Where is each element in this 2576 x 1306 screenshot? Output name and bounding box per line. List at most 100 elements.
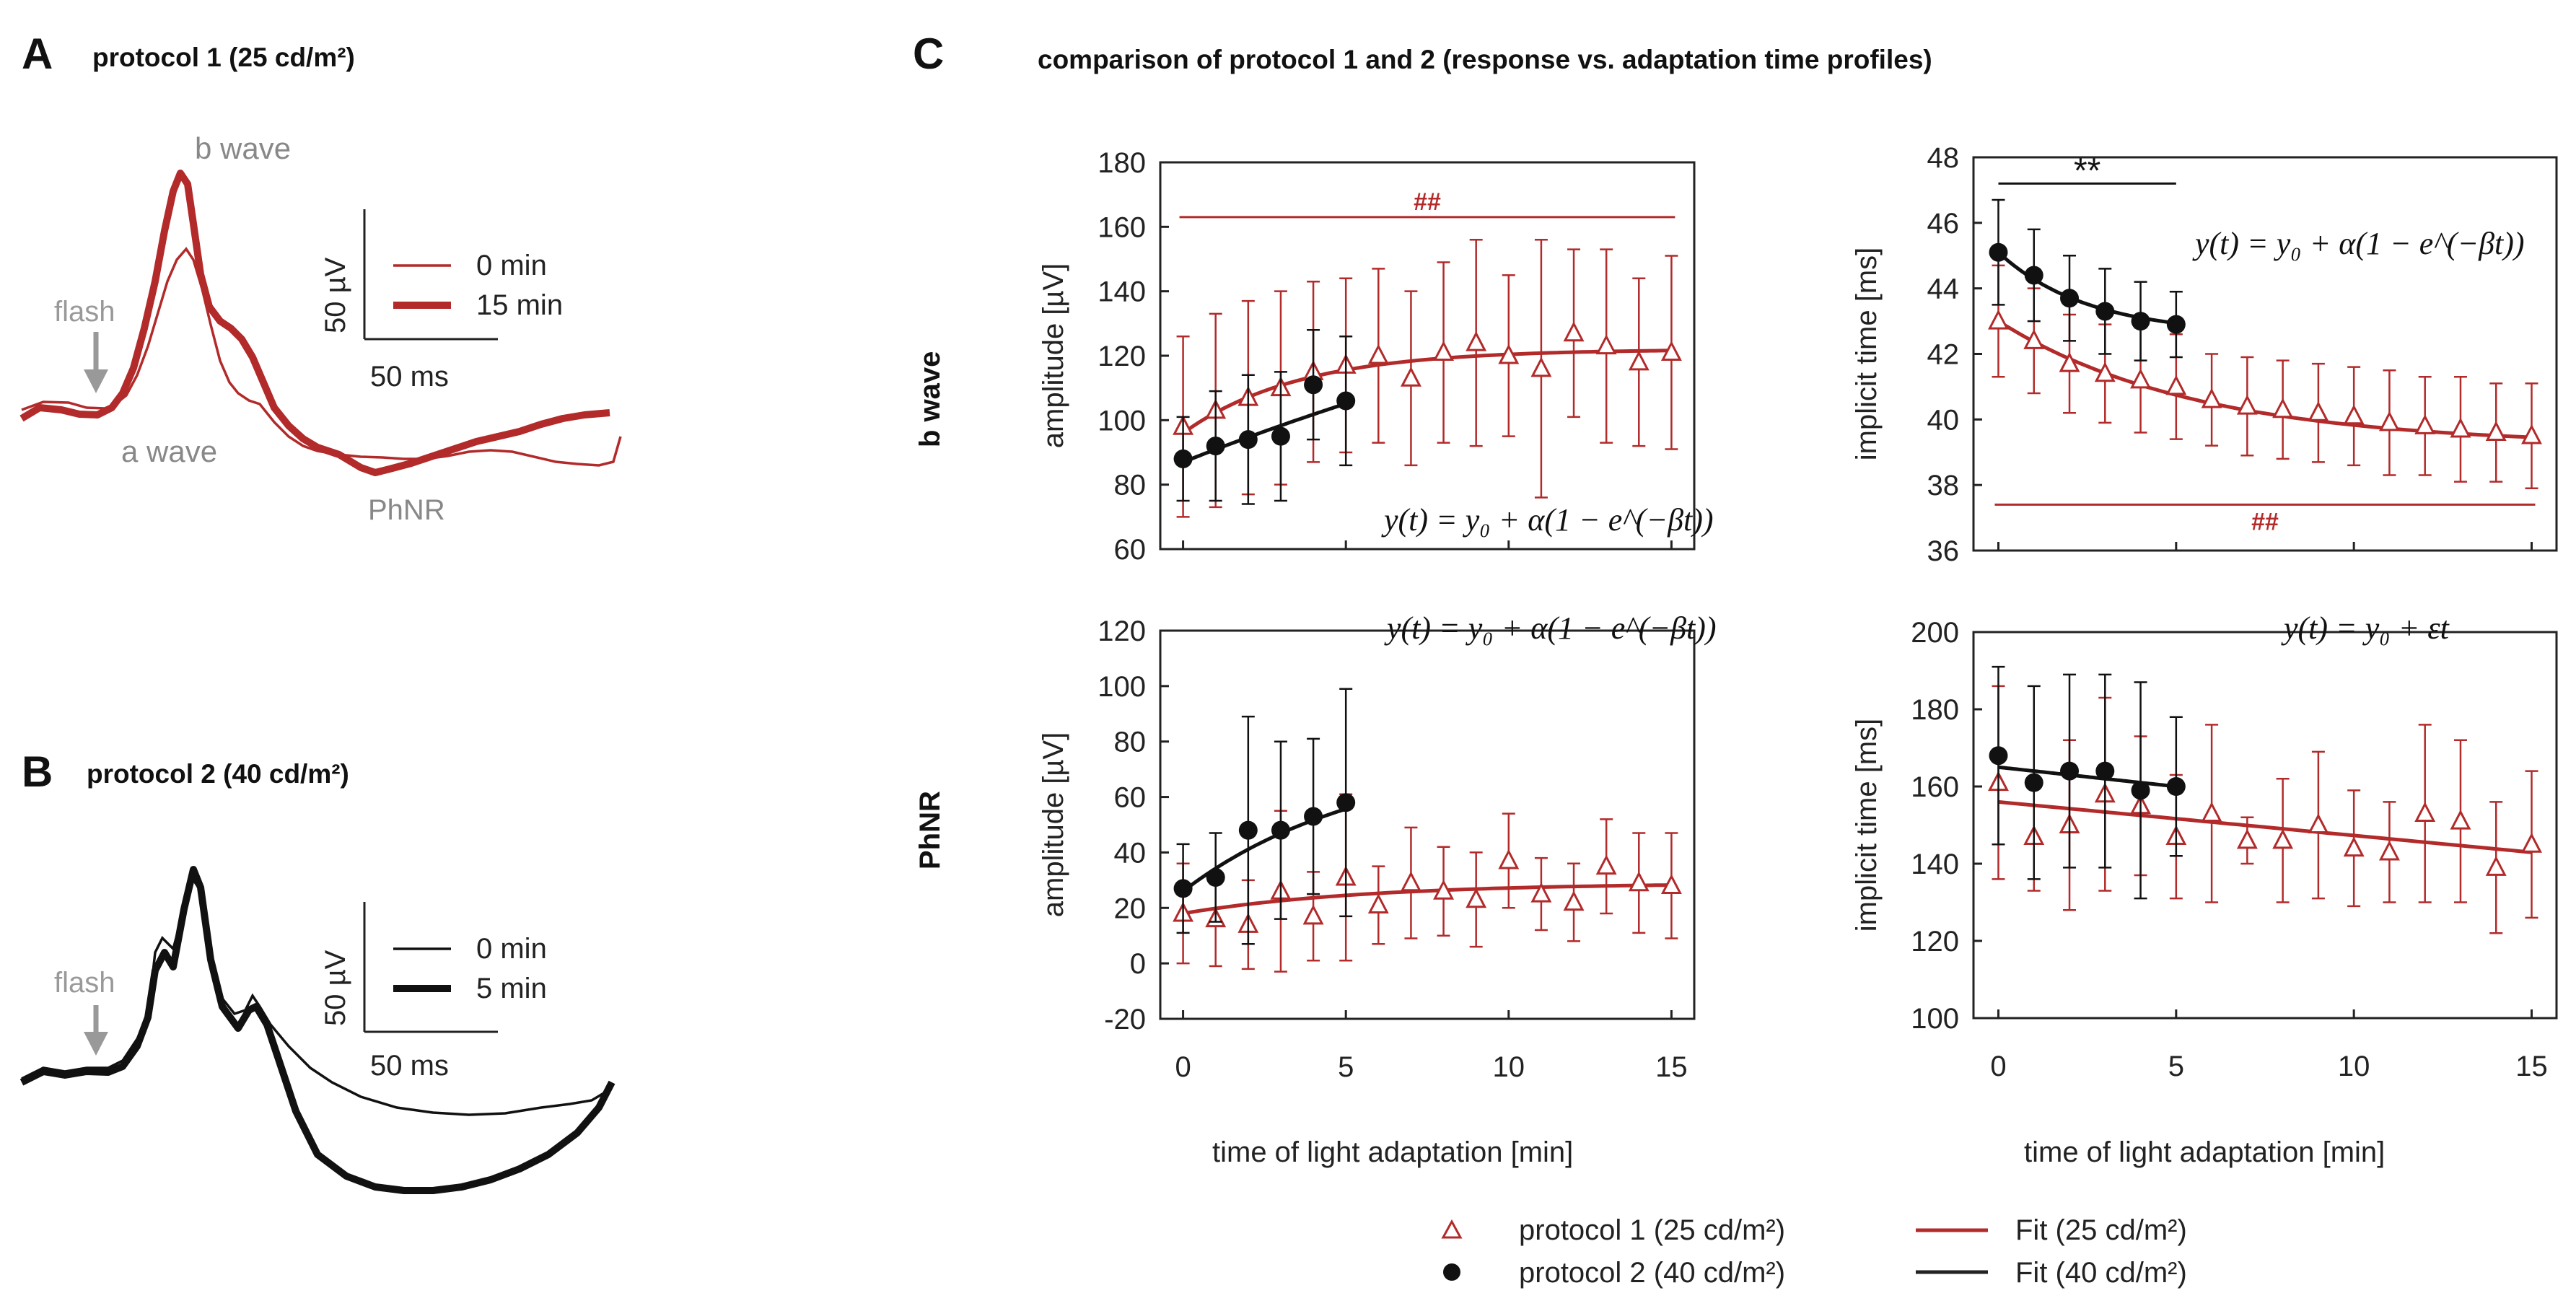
legend-c: protocol 1 (25 cd/m²) protocol 2 (40 cd/… bbox=[1441, 1214, 2187, 1289]
y-axis-label: amplitude [µV] bbox=[1038, 263, 1069, 449]
significance-star-label: ** bbox=[2074, 152, 2100, 190]
plot-frame bbox=[1159, 629, 1696, 1020]
point-p2 bbox=[2131, 781, 2150, 800]
point-p1 bbox=[2450, 809, 2471, 830]
legend-a: 0 min 15 min bbox=[393, 250, 563, 321]
y-tick-label: 180 bbox=[1911, 694, 1959, 726]
scale-t-a: 50 ms bbox=[370, 361, 449, 393]
x-tick-label: 15 bbox=[2515, 1051, 2548, 1082]
y-tick-label: 160 bbox=[1911, 771, 1959, 803]
point-p1 bbox=[1563, 890, 1585, 911]
y-tick-label: 40 bbox=[1927, 404, 1960, 436]
point-p2 bbox=[1173, 879, 1193, 898]
y-tick-label: 48 bbox=[1927, 142, 1960, 174]
point-p2 bbox=[2166, 315, 2186, 334]
legend-dot-icon bbox=[1443, 1263, 1460, 1281]
x-tick-label: 10 bbox=[2338, 1051, 2370, 1082]
legend-p2: protocol 2 (40 cd/m²) bbox=[1519, 1257, 1785, 1289]
y-tick-label: 20 bbox=[1114, 893, 1147, 924]
x-tick-label: 5 bbox=[1338, 1051, 1354, 1083]
legend-b-5min: 5 min bbox=[476, 973, 547, 1004]
y-tick-label: 42 bbox=[1927, 339, 1960, 371]
y-tick-label: 60 bbox=[1114, 534, 1147, 566]
xlabel-left: time of light adaptation [min] bbox=[1212, 1136, 1573, 1168]
fit-equation: y(t) = y₀ + εt bbox=[2281, 610, 2450, 646]
y-tick-label: 140 bbox=[1911, 849, 1959, 880]
point-p2 bbox=[2024, 266, 2043, 285]
fit-line-40 bbox=[1182, 402, 1347, 464]
trace-a-0min bbox=[21, 247, 622, 467]
point-p1 bbox=[1660, 874, 1682, 895]
y-tick-label: 160 bbox=[1098, 211, 1146, 243]
y-tick-label: 180 bbox=[1098, 147, 1146, 179]
y-tick-label: 120 bbox=[1911, 926, 1959, 957]
flash-arrow-icon-a bbox=[84, 332, 108, 393]
point-p2 bbox=[1206, 437, 1225, 456]
point-p1 bbox=[2308, 401, 2329, 421]
point-p1 bbox=[2343, 404, 2365, 425]
point-p1 bbox=[2130, 368, 2152, 389]
trace-b-5min bbox=[19, 866, 615, 1194]
scale-t-b: 50 ms bbox=[370, 1050, 449, 1082]
fit-line-25 bbox=[1183, 883, 1672, 916]
xlabel-right: time of light adaptation [min] bbox=[2024, 1136, 2385, 1168]
x-tick-label: 0 bbox=[1990, 1051, 2006, 1082]
point-p1 bbox=[1563, 321, 1585, 342]
point-p1 bbox=[2059, 351, 2080, 372]
point-p1 bbox=[1595, 854, 1617, 875]
scale-v-a: 50 µV bbox=[320, 257, 351, 333]
point-p2 bbox=[2095, 761, 2115, 781]
x-tick-label: 10 bbox=[1493, 1051, 1525, 1083]
chart-bwave_it: 36 38 40 42 44 46 48 implicit time [ms] ## ** y(t)… bbox=[1851, 142, 2558, 567]
point-p2 bbox=[2131, 312, 2150, 331]
y-tick-label: 40 bbox=[1114, 837, 1147, 869]
point-p2 bbox=[1206, 868, 1225, 888]
x-tick-label: 5 bbox=[2168, 1051, 2184, 1082]
legend-b-0min: 0 min bbox=[476, 933, 547, 965]
panel-a-title: protocol 1 (25 cd/m²) bbox=[92, 43, 355, 72]
legend-a-15min: 15 min bbox=[476, 289, 563, 321]
point-p1 bbox=[1498, 849, 1520, 869]
flash-label-a: flash bbox=[54, 296, 115, 328]
point-p1 bbox=[1400, 871, 1421, 892]
point-p1 bbox=[1595, 334, 1617, 355]
y-tick-label: 200 bbox=[1911, 617, 1959, 649]
point-p1 bbox=[1400, 367, 1421, 387]
point-p1 bbox=[2236, 828, 2258, 849]
y-tick-label: 46 bbox=[1927, 208, 1960, 240]
y-tick-label: 60 bbox=[1114, 782, 1147, 814]
y-tick-label: 38 bbox=[1927, 470, 1960, 501]
point-p1 bbox=[2450, 417, 2471, 438]
significance-hash-label: ## bbox=[1414, 188, 1441, 216]
point-p2 bbox=[1336, 793, 1356, 812]
scale-v-b: 50 µV bbox=[320, 950, 351, 1026]
point-p2 bbox=[2166, 777, 2186, 796]
y-tick-label: 0 bbox=[1130, 948, 1146, 980]
point-p1 bbox=[1367, 893, 1389, 913]
point-p1 bbox=[1498, 343, 1520, 364]
fit-equation: y(t) = y₀ + α(1 − e^(−βt)) bbox=[1381, 502, 1714, 538]
point-p2 bbox=[1304, 807, 1323, 826]
point-p1 bbox=[2414, 802, 2436, 822]
point-p1 bbox=[1466, 330, 1487, 351]
fit-line-25 bbox=[1998, 799, 2532, 854]
point-p1 bbox=[2272, 398, 2294, 418]
fit-line-40 bbox=[1997, 250, 2177, 325]
y-tick-label: 80 bbox=[1114, 727, 1147, 758]
y-tick-label: 36 bbox=[1927, 535, 1960, 567]
point-p1 bbox=[2165, 374, 2187, 395]
point-p1 bbox=[2023, 329, 2045, 349]
point-p1 bbox=[2308, 813, 2329, 833]
point-p1 bbox=[2485, 856, 2507, 876]
y-tick-label: 120 bbox=[1098, 341, 1146, 372]
flash-arrow-icon-b bbox=[84, 1005, 108, 1056]
x-tick-label: 0 bbox=[1175, 1051, 1191, 1083]
point-p1 bbox=[2272, 828, 2294, 849]
chart-bwave_amp: 60 80 100 120 140 160 180 amplitude [µV] ## y(t) … bbox=[1038, 147, 1714, 566]
fit-line-25 bbox=[1997, 319, 2532, 439]
phnr-label: PhNR bbox=[368, 494, 445, 526]
chart-phnr_it: 100 120 140 160 180 200 0 5 10 15 implicit time [m… bbox=[1851, 610, 2558, 1082]
point-p1 bbox=[2485, 421, 2507, 441]
point-p1 bbox=[2201, 387, 2222, 408]
